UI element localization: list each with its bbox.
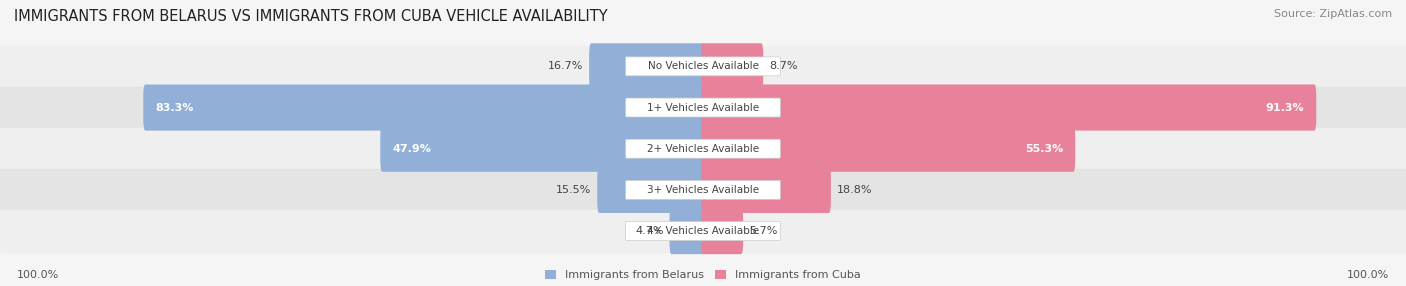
FancyBboxPatch shape	[598, 167, 704, 213]
FancyBboxPatch shape	[702, 208, 744, 254]
Text: 16.7%: 16.7%	[548, 61, 583, 71]
Text: 55.3%: 55.3%	[1025, 144, 1063, 154]
Text: 4.7%: 4.7%	[636, 226, 664, 236]
Bar	[0, 128, 1406, 169]
Bar	[0, 210, 1406, 252]
FancyBboxPatch shape	[669, 208, 704, 254]
Text: Source: ZipAtlas.com: Source: ZipAtlas.com	[1274, 9, 1392, 19]
FancyBboxPatch shape	[380, 126, 704, 172]
FancyBboxPatch shape	[702, 43, 763, 90]
FancyBboxPatch shape	[626, 139, 780, 158]
Text: 91.3%: 91.3%	[1265, 103, 1305, 112]
Legend: Immigrants from Belarus, Immigrants from Cuba: Immigrants from Belarus, Immigrants from…	[546, 270, 860, 281]
Bar	[0, 87, 1406, 128]
FancyBboxPatch shape	[702, 167, 831, 213]
FancyBboxPatch shape	[702, 84, 1316, 131]
Text: 8.7%: 8.7%	[769, 61, 797, 71]
Text: IMMIGRANTS FROM BELARUS VS IMMIGRANTS FROM CUBA VEHICLE AVAILABILITY: IMMIGRANTS FROM BELARUS VS IMMIGRANTS FR…	[14, 9, 607, 23]
Text: 15.5%: 15.5%	[555, 185, 591, 195]
Text: 47.9%: 47.9%	[392, 144, 432, 154]
Text: 5.7%: 5.7%	[749, 226, 778, 236]
Text: 3+ Vehicles Available: 3+ Vehicles Available	[647, 185, 759, 195]
Text: 18.8%: 18.8%	[837, 185, 872, 195]
FancyBboxPatch shape	[626, 98, 780, 117]
Text: 100.0%: 100.0%	[17, 270, 59, 279]
FancyBboxPatch shape	[626, 222, 780, 241]
Bar	[0, 46, 1406, 87]
Text: 83.3%: 83.3%	[155, 103, 194, 112]
Text: 4+ Vehicles Available: 4+ Vehicles Available	[647, 226, 759, 236]
FancyBboxPatch shape	[626, 180, 780, 199]
Text: 1+ Vehicles Available: 1+ Vehicles Available	[647, 103, 759, 112]
FancyBboxPatch shape	[589, 43, 704, 90]
FancyBboxPatch shape	[626, 57, 780, 76]
Text: No Vehicles Available: No Vehicles Available	[648, 61, 758, 71]
Text: 100.0%: 100.0%	[1347, 270, 1389, 279]
Text: 2+ Vehicles Available: 2+ Vehicles Available	[647, 144, 759, 154]
FancyBboxPatch shape	[702, 126, 1076, 172]
Bar	[0, 169, 1406, 210]
FancyBboxPatch shape	[143, 84, 704, 131]
